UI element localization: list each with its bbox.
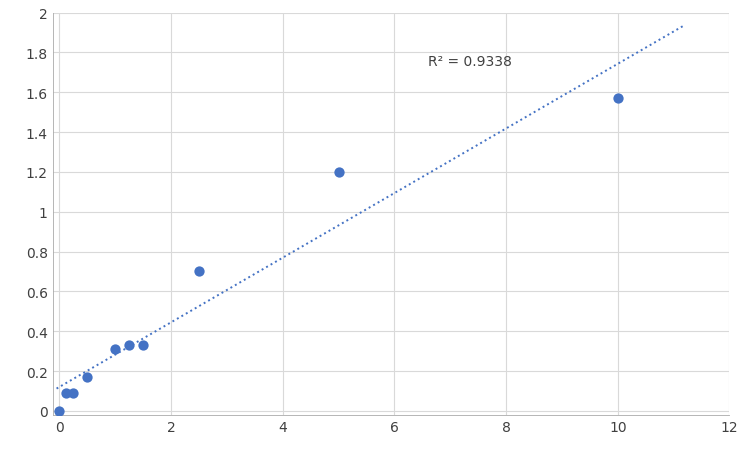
Point	[123, 342, 135, 349]
Point	[109, 346, 121, 353]
Point	[60, 390, 72, 397]
Point	[193, 268, 205, 276]
Text: R² = 0.9338: R² = 0.9338	[428, 55, 512, 69]
Point	[137, 342, 149, 349]
Point	[53, 407, 65, 414]
Point	[611, 95, 623, 102]
Point	[81, 373, 93, 381]
Point	[332, 169, 344, 176]
Point	[67, 390, 79, 397]
